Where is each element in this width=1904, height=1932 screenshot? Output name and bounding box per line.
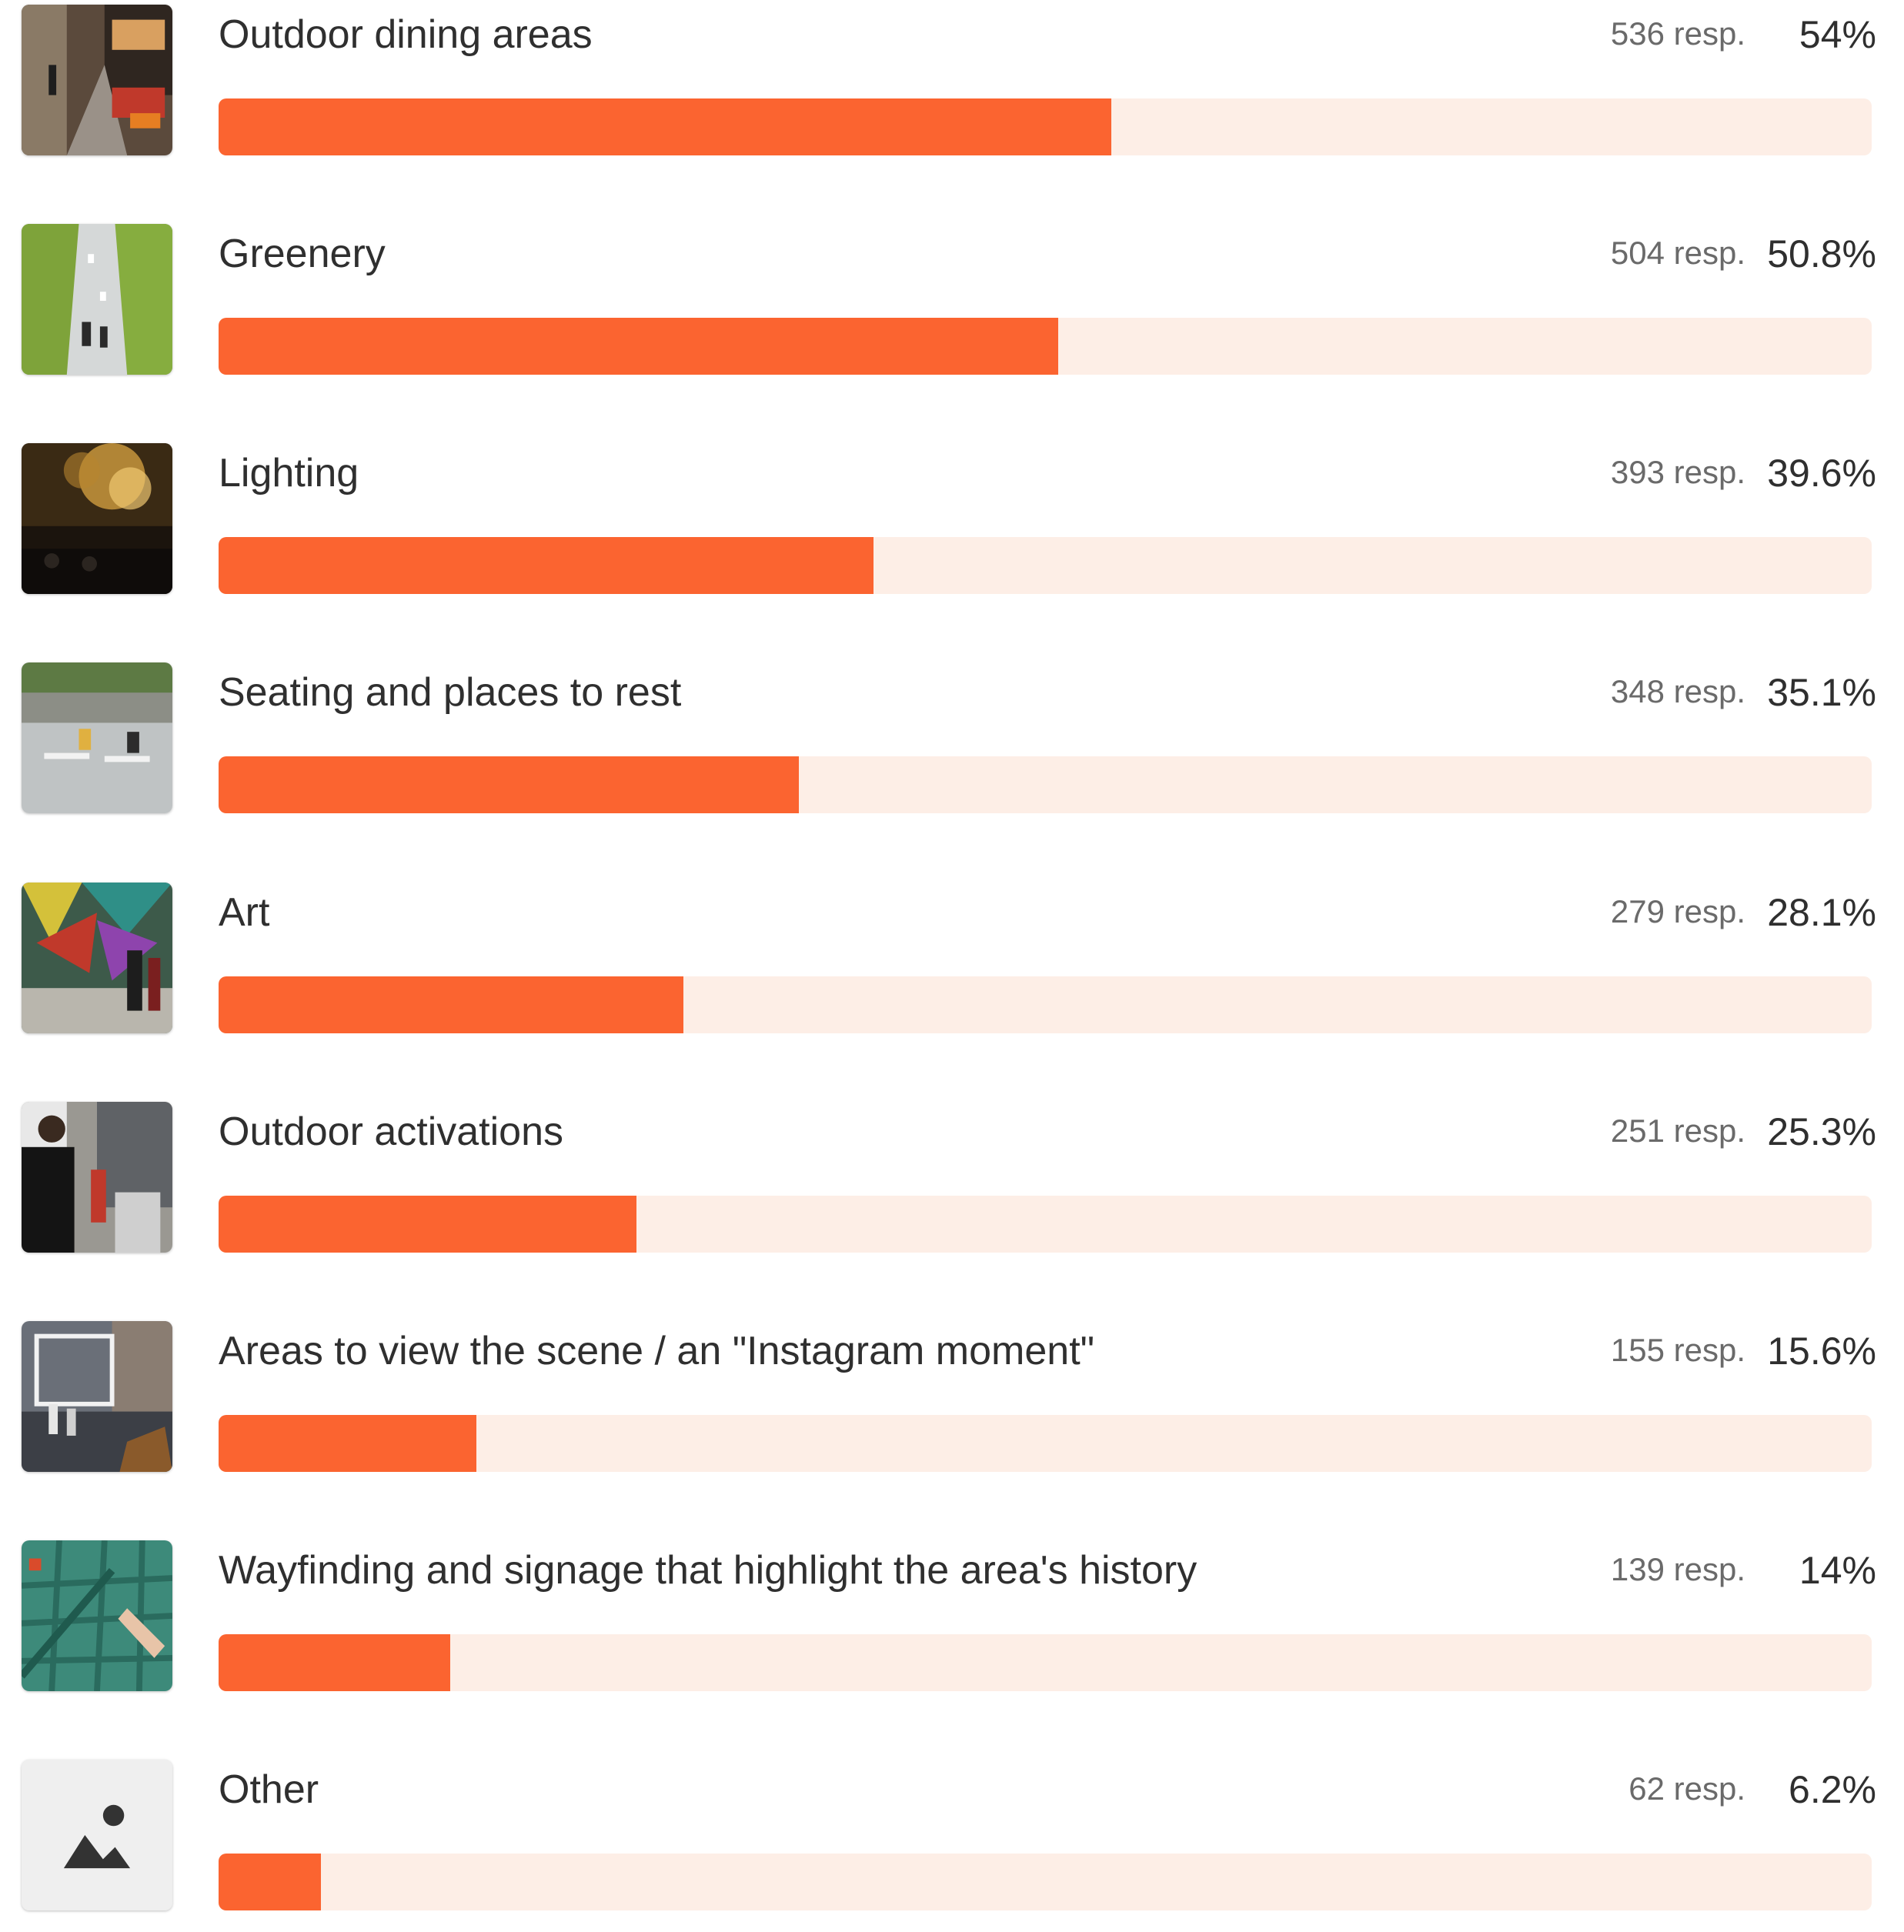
progress-fill <box>219 1634 450 1691</box>
option-label: Other <box>219 1767 319 1812</box>
progress-track <box>219 976 1872 1033</box>
percentage: 14% <box>1799 1549 1876 1592</box>
option-label: Outdoor dining areas <box>219 12 593 57</box>
progress-fill <box>219 1415 477 1472</box>
progress-track <box>219 1196 1872 1253</box>
result-row: Other 62 resp. 6.2% <box>0 1755 1904 1932</box>
option-label: Art <box>219 890 270 935</box>
result-row: Outdoor dining areas 536 resp. 54% <box>0 0 1904 177</box>
progress-fill <box>219 98 1111 155</box>
progress-track <box>219 1634 1872 1691</box>
percentage: 15.6% <box>1767 1330 1876 1373</box>
progress-fill <box>219 1854 322 1910</box>
option-label: Seating and places to rest <box>219 670 682 715</box>
percentage: 25.3% <box>1767 1110 1876 1153</box>
image-placeholder-icon <box>22 1760 172 1910</box>
result-row: Greenery 504 resp. 50.8% <box>0 219 1904 396</box>
response-count: 139 resp. <box>1610 1551 1745 1587</box>
response-count: 251 resp. <box>1610 1113 1745 1149</box>
percentage: 35.1% <box>1767 671 1876 714</box>
option-label: Areas to view the scene / an "Instagram … <box>219 1329 1095 1373</box>
response-count: 62 resp. <box>1628 1770 1745 1807</box>
street-performer-photo <box>22 1102 172 1253</box>
greenery-photo <box>22 224 172 375</box>
progress-track <box>219 1415 1872 1472</box>
result-row: Seating and places to rest 348 resp. 35.… <box>0 658 1904 835</box>
progress-track <box>219 537 1872 594</box>
street-dining-photo <box>22 5 172 155</box>
progress-fill <box>219 537 874 594</box>
result-row: Lighting 393 resp. 39.6% <box>0 439 1904 616</box>
result-row: Art 279 resp. 28.1% <box>0 878 1904 1055</box>
option-label: Greenery <box>219 232 386 276</box>
string-lights-photo <box>22 443 172 594</box>
response-count: 536 resp. <box>1610 15 1745 52</box>
progress-fill <box>219 318 1059 375</box>
result-row: Areas to view the scene / an "Instagram … <box>0 1316 1904 1493</box>
percentage: 6.2% <box>1789 1768 1876 1811</box>
progress-fill <box>219 756 799 813</box>
response-count: 393 resp. <box>1610 454 1745 490</box>
progress-track <box>219 318 1872 375</box>
progress-fill <box>219 976 683 1033</box>
photo-frame-photo <box>22 1321 172 1472</box>
percentage: 39.6% <box>1767 452 1876 495</box>
option-label: Wayfinding and signage that highlight th… <box>219 1548 1198 1593</box>
result-row: Outdoor activations 251 resp. 25.3% <box>0 1097 1904 1274</box>
plaza-seating-photo <box>22 662 172 813</box>
percentage: 54% <box>1799 13 1876 56</box>
percentage: 50.8% <box>1767 232 1876 275</box>
response-count: 155 resp. <box>1610 1332 1745 1368</box>
option-label: Lighting <box>219 451 359 496</box>
response-count: 348 resp. <box>1610 673 1745 709</box>
mural-art-photo <box>22 883 172 1033</box>
progress-fill <box>219 1196 637 1253</box>
progress-track <box>219 756 1872 813</box>
map-signage-photo <box>22 1540 172 1691</box>
percentage: 28.1% <box>1767 891 1876 934</box>
response-count: 504 resp. <box>1610 235 1745 271</box>
option-label: Outdoor activations <box>219 1109 564 1154</box>
progress-track <box>219 98 1872 155</box>
result-row: Wayfinding and signage that highlight th… <box>0 1536 1904 1713</box>
progress-track <box>219 1854 1872 1910</box>
response-count: 279 resp. <box>1610 893 1745 929</box>
